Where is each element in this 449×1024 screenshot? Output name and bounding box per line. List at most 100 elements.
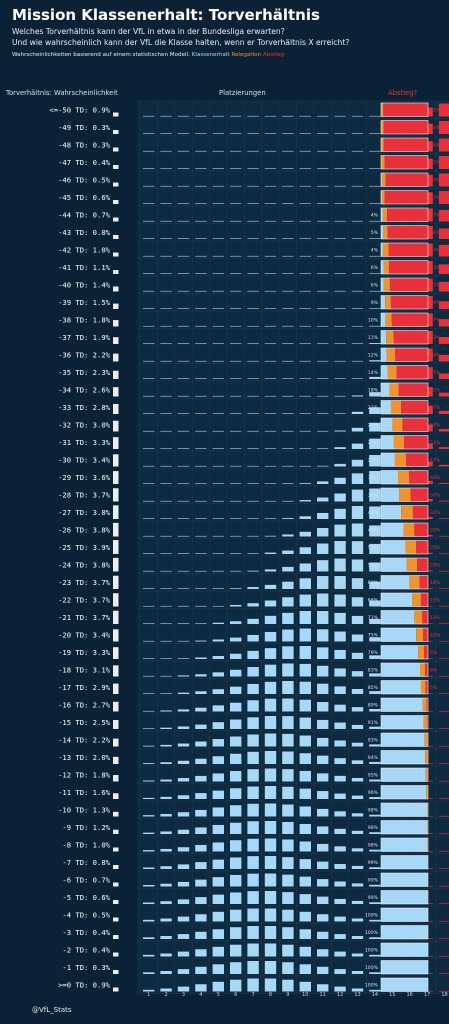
placement-bar [282,413,294,414]
placement-bar [177,916,190,922]
placement-bar [334,463,346,467]
placement-bar [230,360,242,362]
row-label: -9 TD: 1.2% [62,823,110,832]
placement-bar [282,550,294,554]
placement-bar [438,354,449,362]
placement-bar [212,672,224,677]
row-label: -31 TD: 3.3% [58,438,111,447]
placement-bar [351,578,364,589]
placement-bar [212,255,224,257]
placement-bar [247,500,259,502]
outcome-bar-frame [380,785,429,800]
placement-bar [264,978,277,992]
placement-bar [334,150,346,152]
placement-bar [369,407,381,414]
placement-bar [334,934,346,939]
placement-bar [438,121,449,134]
placement-bar [438,535,449,537]
outcome-bar-frame [380,855,429,870]
placement-bar [317,560,329,572]
stay-percentage: 10% [368,317,379,323]
stay-percentage: 99% [368,877,379,883]
placement-bar [334,722,346,729]
outcome-bar-relegation [426,785,428,799]
placement-bar [247,360,259,362]
placement-bar [247,168,259,169]
placement-bar [334,740,346,747]
placement-bar [369,325,381,327]
placement-bar [351,900,364,904]
placement-bar [334,343,346,344]
placement-bar [351,615,364,624]
outcome-bar-frame [380,627,429,642]
placement-bar [212,168,224,169]
placement-bar [369,867,381,869]
stay-percentage: 93% [368,737,379,743]
placement-bar [264,873,277,887]
placement-bar [351,830,364,834]
placement-bar [160,448,172,449]
outcome-bar-frame [380,522,429,537]
placement-bar [334,541,346,554]
placement-bar [282,518,294,519]
placement-bar [334,828,346,834]
placement-bar [247,683,259,694]
placement-bar [334,881,346,887]
placement-bar [247,570,259,572]
placement-bar [177,553,190,554]
placement-bar [212,773,224,782]
probability-bar [113,647,119,659]
stay-percentage: 14% [368,370,379,376]
outcome-bar-frame [380,837,429,852]
stay-percentage: 48% [368,527,379,533]
x-tick-label: 1 [147,992,150,998]
placement-bar [247,308,259,309]
placement-bar [438,955,449,957]
placement-bar [247,343,259,344]
outcome-bar-abstieg [412,505,428,519]
placement-bar [317,115,329,117]
placement-bar [299,343,311,344]
placement-bar [282,448,294,449]
placement-bar [351,813,364,817]
placement-bar [282,646,294,659]
placement-bar [264,838,277,852]
placement-bar [438,228,449,239]
placement-bar [212,518,224,519]
outcome-bar-relegation [397,470,410,484]
row-label: -28 TD: 3.7% [58,490,111,499]
outcome-bar-relegation [383,225,388,239]
placement-bar [195,657,207,659]
placement-bar [160,395,172,397]
outcome-bar-relegation [382,208,388,222]
placement-bar [230,535,242,537]
outcome-bar-klassenerhalt [381,610,415,624]
placement-bar [317,465,329,467]
row-label: -26 TD: 3.8% [58,525,111,534]
placement-bar [247,448,259,449]
placement-bar [317,133,329,134]
row-label: -46 TD: 0.5% [58,175,111,184]
placement-bar [317,290,329,292]
outcome-bar-relegation [405,540,417,554]
row-label: >=0 TD: 0.9% [58,980,111,989]
placement-bar [317,702,329,712]
outcome-bar-frame [380,907,429,922]
stay-percentage: 100% [365,982,379,988]
placement-bar [230,770,242,782]
placement-bar [247,618,259,624]
placement-bar [317,826,329,834]
outcome-bar-abstieg [409,470,428,484]
placement-bar [264,786,277,799]
placement-bar [247,430,259,432]
placement-bar [247,873,259,887]
placement-bar [160,935,172,939]
x-tick-label: 3 [182,992,185,998]
placement-bar [247,667,259,677]
placement-bar [438,920,449,922]
placement-bar [143,850,155,852]
placement-bar [160,290,172,292]
placement-bar [334,395,346,397]
probability-bar [113,701,119,712]
placement-bar [351,559,364,572]
